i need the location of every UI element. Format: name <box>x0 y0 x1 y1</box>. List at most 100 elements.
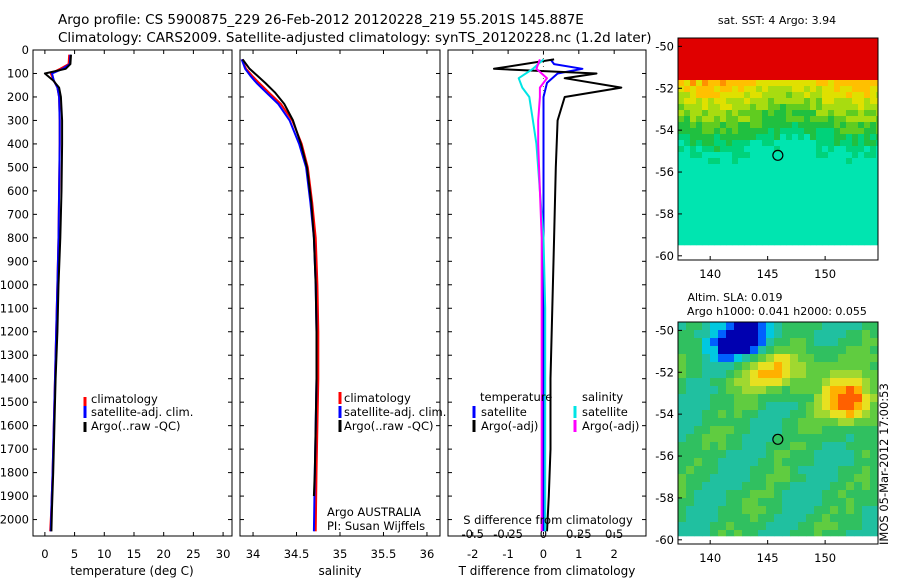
map-cell <box>762 224 769 231</box>
map-cell <box>710 410 719 419</box>
map-cell <box>708 110 715 117</box>
map-cell <box>742 386 751 395</box>
map-cell <box>678 176 685 183</box>
map-cell <box>810 50 817 57</box>
map-cell <box>786 152 793 159</box>
map-cell <box>768 134 775 141</box>
map-cell <box>786 140 793 147</box>
map-cell <box>864 212 871 219</box>
map-cell <box>782 378 791 387</box>
map-cell <box>702 466 711 475</box>
map-cell <box>854 322 863 331</box>
map-cell <box>830 434 839 443</box>
map-cell <box>810 236 817 243</box>
legend-label: satellite <box>481 405 527 419</box>
map-cell <box>750 506 759 515</box>
map-cell <box>774 68 781 75</box>
map-cell <box>846 134 853 141</box>
map-cell <box>714 98 721 105</box>
map-cell <box>718 514 727 523</box>
map-cell <box>734 474 743 483</box>
map-cell <box>822 158 829 165</box>
map-cell <box>792 146 799 153</box>
map-cell <box>822 442 831 451</box>
map-cell <box>708 200 715 207</box>
map-cell <box>798 164 805 171</box>
map-cell <box>744 74 751 81</box>
map-cell <box>690 128 697 135</box>
map-cell <box>766 354 775 363</box>
map-cell <box>726 442 735 451</box>
map-cell <box>846 152 853 159</box>
map-cell <box>790 346 799 355</box>
map-cell <box>810 242 817 246</box>
map-cell <box>804 152 811 159</box>
map-cell <box>720 116 727 123</box>
map-cell <box>858 134 865 141</box>
map-cell <box>750 458 759 467</box>
map-cell <box>792 158 799 165</box>
map-cell <box>734 450 743 459</box>
map-cell <box>702 498 711 507</box>
map-cell <box>862 474 871 483</box>
map-cell <box>852 164 859 171</box>
map-cell <box>702 490 711 499</box>
map-cell <box>678 50 685 57</box>
map-cell <box>786 50 793 57</box>
map-cell <box>780 164 787 171</box>
map-cell <box>756 86 763 93</box>
map-cell <box>786 236 793 243</box>
map-cell <box>726 450 735 459</box>
lat-tick-label: -60 <box>655 249 674 263</box>
map-cell <box>854 530 863 537</box>
map-cell <box>690 98 697 105</box>
depth-tick-label: 1200 <box>0 325 29 339</box>
map-cell <box>744 68 751 75</box>
map-cell <box>732 104 739 111</box>
map-cell <box>852 86 859 93</box>
map-cell <box>806 410 815 419</box>
map-cell <box>732 158 739 165</box>
map-cell <box>678 98 685 105</box>
map-cell <box>678 466 687 475</box>
map-cell <box>726 110 733 117</box>
map-cell <box>744 98 751 105</box>
map-cell <box>750 450 759 459</box>
map-cell <box>686 338 695 347</box>
map-cell <box>756 122 763 129</box>
map-cell <box>738 170 745 177</box>
map-cell <box>744 62 751 69</box>
map-cell <box>750 56 757 63</box>
map-cell <box>840 92 847 99</box>
map-cell <box>786 44 793 51</box>
map-cell <box>786 122 793 129</box>
map-cell <box>806 466 815 475</box>
map-cell <box>768 176 775 183</box>
map-cell <box>742 418 751 427</box>
map-cell <box>846 394 855 403</box>
map-cell <box>720 92 727 99</box>
map-cell <box>862 530 871 537</box>
map-cell <box>828 122 835 129</box>
map-cell <box>838 466 847 475</box>
x-tick-label: 20 <box>156 547 171 561</box>
map-cell <box>742 490 751 499</box>
x-tick-label-top: 0.25 <box>566 527 592 541</box>
map-cell <box>702 50 709 57</box>
map-cell <box>810 56 817 63</box>
map-cell <box>790 410 799 419</box>
map-cell <box>742 530 751 537</box>
map-cell <box>838 322 847 331</box>
map-cell <box>750 338 759 347</box>
map-cell <box>678 38 685 45</box>
map-cell <box>756 134 763 141</box>
map-cell <box>720 68 727 75</box>
depth-tick-label: 1000 <box>0 278 29 292</box>
map-cell <box>744 128 751 135</box>
map-cell <box>744 110 751 117</box>
map-cell <box>822 164 829 171</box>
map-cell <box>718 354 727 363</box>
map-cell <box>876 86 879 93</box>
map-cell <box>790 514 799 523</box>
map-cell <box>870 394 879 403</box>
